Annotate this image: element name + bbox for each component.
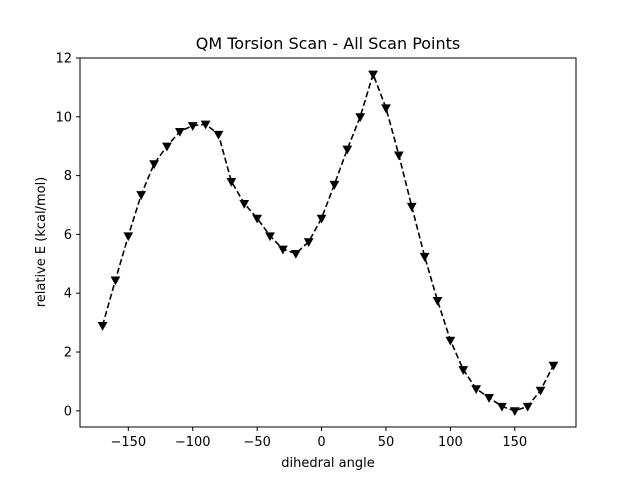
x-tick-label: −150 xyxy=(110,435,146,450)
y-axis-label: relative E (kcal/mol) xyxy=(34,177,49,308)
data-point xyxy=(368,70,378,80)
y-tick-label: 4 xyxy=(64,287,72,302)
data-point xyxy=(303,238,314,247)
x-tick-label: 100 xyxy=(438,435,463,450)
x-tick-label: 50 xyxy=(378,435,395,450)
x-tick-label: −100 xyxy=(175,435,211,450)
data-point xyxy=(136,191,147,200)
data-point xyxy=(213,130,224,140)
data-point xyxy=(497,402,507,412)
data-point xyxy=(316,214,327,224)
data-point xyxy=(445,336,456,346)
x-axis-label: dihedral angle xyxy=(281,456,374,471)
data-point xyxy=(97,322,108,331)
chart-title: QM Torsion Scan - All Scan Points xyxy=(196,34,461,53)
data-point xyxy=(484,394,494,403)
data-point xyxy=(252,214,263,224)
data-point xyxy=(278,245,288,255)
data-point xyxy=(200,120,211,130)
data-point xyxy=(522,402,533,412)
data-point xyxy=(393,151,404,161)
y-tick-label: 0 xyxy=(64,404,72,419)
y-tick-label: 2 xyxy=(64,346,72,361)
series-line xyxy=(101,71,555,412)
data-point xyxy=(239,199,250,209)
axes-frame xyxy=(79,57,577,428)
data-point xyxy=(342,145,353,155)
data-point xyxy=(419,252,430,262)
data-point xyxy=(162,142,172,152)
data-point xyxy=(471,385,482,395)
data-point xyxy=(548,361,559,371)
data-point xyxy=(329,180,340,190)
data-point xyxy=(226,177,237,187)
data-point xyxy=(355,113,366,123)
data-point xyxy=(265,232,275,242)
x-tick-label: 150 xyxy=(502,435,527,450)
data-point xyxy=(290,249,301,259)
data-point xyxy=(149,160,159,170)
data-point xyxy=(458,366,469,375)
y-tick-label: 6 xyxy=(64,228,72,243)
x-tick-label: −50 xyxy=(243,435,270,450)
data-point xyxy=(406,202,417,212)
y-tick-label: 10 xyxy=(55,110,72,125)
data-point xyxy=(110,276,121,286)
data-point xyxy=(174,127,185,137)
data-point xyxy=(509,407,520,417)
data-point xyxy=(432,297,443,306)
data-point xyxy=(123,232,134,242)
y-tick-label: 12 xyxy=(55,52,72,67)
plot-area: −150 −100 −50 0 50 100 150 0 2 4 6 8 10 12 xyxy=(55,52,577,450)
data-point xyxy=(187,122,198,131)
y-tick-label: 8 xyxy=(64,169,72,184)
data-point xyxy=(381,104,391,114)
x-tick-label: 0 xyxy=(317,435,325,450)
data-point xyxy=(535,386,546,396)
